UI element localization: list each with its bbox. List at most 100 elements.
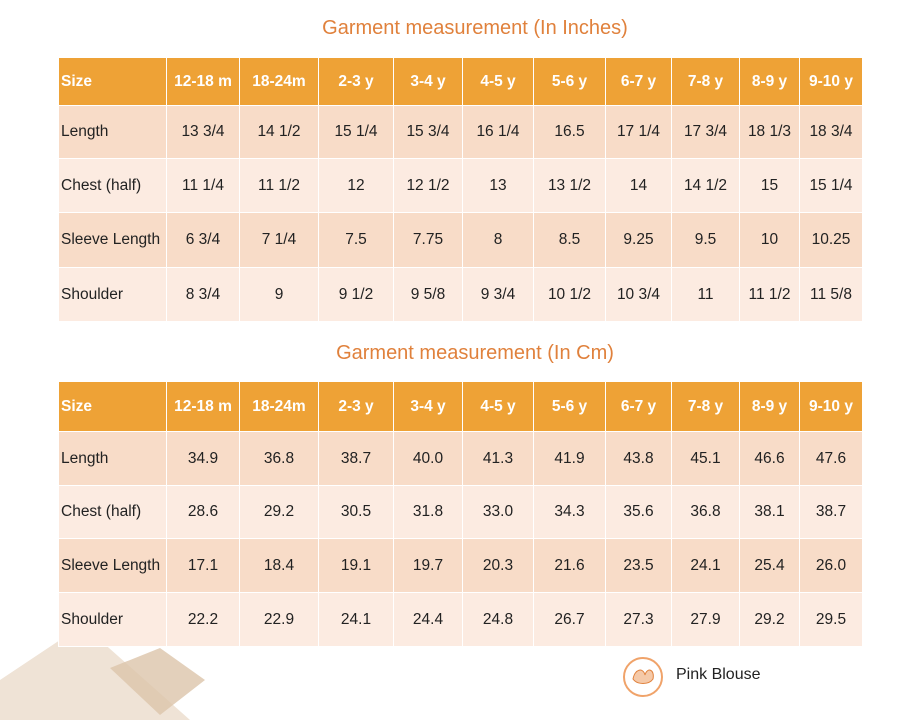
table-cell: 6 3/4 xyxy=(166,212,240,268)
table-cell: 9.25 xyxy=(605,212,672,268)
table-cell: 36.8 xyxy=(671,485,740,539)
row-label: Sleeve Length xyxy=(58,212,167,268)
table-cell: 34.3 xyxy=(533,485,606,539)
table-cell: 11 1/2 xyxy=(239,158,319,213)
header-cell: 6-7 y xyxy=(605,57,672,106)
row-label: Sleeve Length xyxy=(58,538,167,593)
header-cell: 6-7 y xyxy=(605,381,672,432)
header-cell: 12-18 m xyxy=(166,381,240,432)
table-cell: 8 xyxy=(462,212,534,268)
table-row: Sleeve Length 17.1 18.4 19.1 19.7 20.3 21.6 23.… xyxy=(58,538,863,593)
table-row: Length 34.9 36.8 38.7 40.0 41.3 41.9 43.8 45.1 46… xyxy=(58,431,863,486)
table-cell: 30.5 xyxy=(318,485,394,539)
table-cell: 38.7 xyxy=(799,485,863,539)
table-cell: 23.5 xyxy=(605,538,672,593)
table-cell: 10 xyxy=(739,212,800,268)
row-label: Length xyxy=(58,431,167,486)
row-label: Shoulder xyxy=(58,592,167,647)
table-cell: 7 1/4 xyxy=(239,212,319,268)
measurement-table: Size 12-18 m 18-24m 2-3 y 3-4 y 4-5 y 5-6 y 6-7… xyxy=(58,381,863,647)
table-cell: 40.0 xyxy=(393,431,463,486)
table-cell: 29.2 xyxy=(239,485,319,539)
table-cell: 21.6 xyxy=(533,538,606,593)
header-cell: 5-6 y xyxy=(533,57,606,106)
table-cell: 24.4 xyxy=(393,592,463,647)
header-cell: 3-4 y xyxy=(393,57,463,106)
table-cell: 46.6 xyxy=(739,431,800,486)
row-label: Length xyxy=(58,105,167,159)
table-cell: 10 1/2 xyxy=(533,267,606,322)
table-cell: 12 xyxy=(318,158,394,213)
header-cell: 18-24m xyxy=(239,57,319,106)
table-cell: 24.1 xyxy=(318,592,394,647)
header-cell: 3-4 y xyxy=(393,381,463,432)
row-label: Chest (half) xyxy=(58,158,167,213)
table-cell: 16 1/4 xyxy=(462,105,534,159)
table-cell: 13 3/4 xyxy=(166,105,240,159)
table-cell: 33.0 xyxy=(462,485,534,539)
table-row: Size 12-18 m 18-24m 2-3 y 3-4 y 4-5 y 5-6 y 6-7… xyxy=(58,57,863,106)
table-cell: 38.7 xyxy=(318,431,394,486)
table-cell: 19.7 xyxy=(393,538,463,593)
header-cell: 8-9 y xyxy=(739,57,800,106)
row-label: Shoulder xyxy=(58,267,167,322)
table-cell: 16.5 xyxy=(533,105,606,159)
table-row: Chest (half) 11 1/4 11 1/2 12 12 1/2 13 13 1/2… xyxy=(58,158,863,213)
table-cell: 19.1 xyxy=(318,538,394,593)
header-cell: Size xyxy=(58,57,167,106)
table-cell: 18 3/4 xyxy=(799,105,863,159)
table-cell: 9.5 xyxy=(671,212,740,268)
table-cell: 34.9 xyxy=(166,431,240,486)
table-cell: 11 1/2 xyxy=(739,267,800,322)
table-cell: 9 5/8 xyxy=(393,267,463,322)
table-row: Shoulder 8 3/4 9 9 1/2 9 5/8 9 3/4 10 1/2 10 3/… xyxy=(58,267,863,322)
table-cell: 47.6 xyxy=(799,431,863,486)
table-cell: 15 3/4 xyxy=(393,105,463,159)
table-cell: 9 1/2 xyxy=(318,267,394,322)
table-cell: 31.8 xyxy=(393,485,463,539)
table-cell: 27.9 xyxy=(671,592,740,647)
table-cell: 43.8 xyxy=(605,431,672,486)
table-cell: 29.2 xyxy=(739,592,800,647)
table-cell: 9 3/4 xyxy=(462,267,534,322)
header-cell: 2-3 y xyxy=(318,57,394,106)
header-cell: 7-8 y xyxy=(671,57,740,106)
table-cell: 17 1/4 xyxy=(605,105,672,159)
header-cell: 7-8 y xyxy=(671,381,740,432)
measurement-table: Size 12-18 m 18-24m 2-3 y 3-4 y 4-5 y 5-6 y 6-7… xyxy=(58,57,863,322)
header-cell: 18-24m xyxy=(239,381,319,432)
table-cell: 20.3 xyxy=(462,538,534,593)
table-cell: 26.0 xyxy=(799,538,863,593)
table-cell: 9 xyxy=(239,267,319,322)
table-title: Garment measurement (In Inches) xyxy=(322,17,628,39)
header-cell: 4-5 y xyxy=(462,57,534,106)
table-cell: 7.5 xyxy=(318,212,394,268)
row-label: Chest (half) xyxy=(58,485,167,539)
table-cell: 10 3/4 xyxy=(605,267,672,322)
table-cell: 10.25 xyxy=(799,212,863,268)
table-cell: 26.7 xyxy=(533,592,606,647)
table-cell: 18 1/3 xyxy=(739,105,800,159)
header-cell: 9-10 y xyxy=(799,57,863,106)
table-cell: 22.2 xyxy=(166,592,240,647)
table-cell: 25.4 xyxy=(739,538,800,593)
table-cell: 22.9 xyxy=(239,592,319,647)
table-row: Size 12-18 m 18-24m 2-3 y 3-4 y 4-5 y 5-6 y 6-7… xyxy=(58,381,863,432)
logo xyxy=(623,657,663,697)
table-cell: 38.1 xyxy=(739,485,800,539)
table-cell: 8.5 xyxy=(533,212,606,268)
header-cell: 2-3 y xyxy=(318,381,394,432)
table-row: Shoulder 22.2 22.9 24.1 24.4 24.8 26.7 27.3 27.9… xyxy=(58,592,863,647)
table-cell: 35.6 xyxy=(605,485,672,539)
header-cell: 9-10 y xyxy=(799,381,863,432)
table-cell: 11 xyxy=(671,267,740,322)
table-cell: 13 1/2 xyxy=(533,158,606,213)
table-cell: 17 3/4 xyxy=(671,105,740,159)
table-cell: 11 1/4 xyxy=(166,158,240,213)
table-row: Chest (half) 28.6 29.2 30.5 31.8 33.0 34.3 35.6… xyxy=(58,485,863,539)
table-cell: 17.1 xyxy=(166,538,240,593)
header-cell: 5-6 y xyxy=(533,381,606,432)
table-row: Sleeve Length 6 3/4 7 1/4 7.5 7.75 8 8.5 9.25 9.… xyxy=(58,212,863,268)
table-cell: 24.1 xyxy=(671,538,740,593)
